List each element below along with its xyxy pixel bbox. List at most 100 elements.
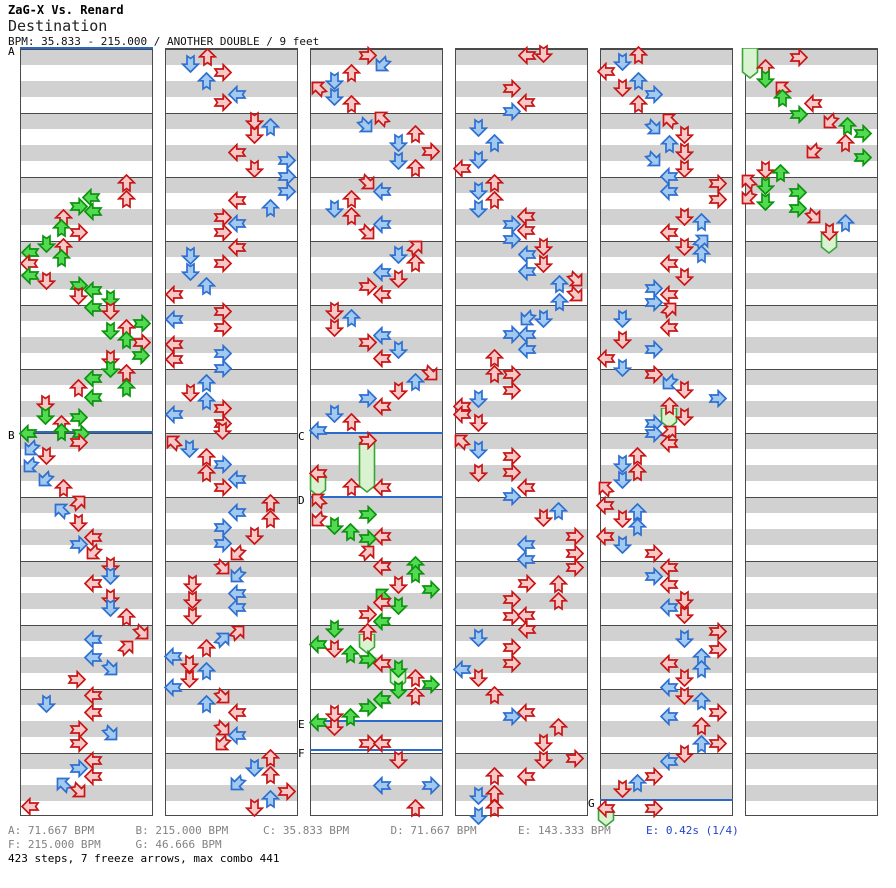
note-arrow-d (468, 198, 488, 218)
note-arrow-u (340, 522, 360, 542)
note-arrow-l (308, 463, 328, 483)
note-arrow-u (260, 493, 280, 513)
note-arrow-d (244, 124, 264, 144)
note-arrow-r (212, 301, 232, 321)
note-arrow-l (227, 502, 247, 522)
note-arrow-d (244, 757, 264, 777)
note-arrow-r (68, 758, 88, 778)
note-arrow-r (212, 62, 232, 82)
marker-line-F (310, 749, 443, 751)
note-arrow-r (420, 674, 440, 694)
note-arrow-r (707, 388, 727, 408)
note-arrow-ur (116, 640, 133, 657)
note-arrow-l (83, 629, 103, 649)
note-arrow-dr (803, 206, 820, 223)
note-arrow-d (244, 158, 264, 178)
note-arrow-r (643, 84, 663, 104)
note-arrow-l (516, 549, 536, 569)
marker-label-F: F (298, 747, 305, 760)
note-arrow-ur (691, 234, 708, 251)
note-arrow-u (405, 798, 425, 818)
note-arrow-r (501, 324, 521, 344)
note-arrow-l (227, 725, 247, 745)
note-arrow-u (341, 308, 361, 328)
note-arrow-d (612, 329, 632, 349)
note-arrow-d (244, 525, 264, 545)
note-arrow-u (260, 765, 280, 785)
note-arrow-r (516, 573, 536, 593)
note-arrow-r (357, 604, 377, 624)
note-arrow-dr (565, 269, 582, 286)
note-arrow-d (180, 245, 200, 265)
note-arrow-l (372, 181, 392, 201)
note-arrow-r (68, 534, 88, 554)
note-arrow-l (227, 213, 247, 233)
note-arrow-l (83, 527, 103, 547)
note-arrow-l (227, 190, 247, 210)
note-arrow-l (372, 689, 392, 709)
note-arrow-d (533, 253, 553, 273)
note-arrow-r (501, 589, 521, 609)
note-arrow-dl (520, 308, 537, 325)
marker-line-D (310, 496, 443, 498)
note-arrow-u (196, 276, 216, 296)
note-arrow-l (164, 349, 184, 369)
note-arrow-d (68, 512, 88, 532)
note-arrow-u (341, 412, 361, 432)
note-arrow-d (674, 743, 694, 763)
note-arrow-r (501, 380, 521, 400)
note-arrow-d (468, 412, 488, 432)
note-arrow-d (674, 158, 694, 178)
note-arrow-l (372, 396, 392, 416)
note-arrow-dr (565, 284, 582, 301)
note-arrow-l (659, 677, 679, 697)
note-arrow-u (691, 691, 711, 711)
note-arrow-l (372, 653, 392, 673)
note-arrow-r (852, 147, 872, 167)
note-arrow-d (388, 339, 408, 359)
note-arrow-l (452, 659, 472, 679)
note-arrow-d (674, 266, 694, 286)
note-arrow-u (659, 134, 679, 154)
note-arrow-d (533, 43, 553, 63)
note-arrow-u (627, 502, 647, 522)
note-arrow-ul (166, 435, 183, 452)
note-arrow-l (227, 702, 247, 722)
note-arrow-u (484, 348, 504, 368)
note-arrow-u (405, 124, 425, 144)
note-arrow-l (308, 420, 328, 440)
note-arrow-l (18, 423, 38, 443)
note-arrow-d (324, 716, 344, 736)
note-arrow-u (691, 734, 711, 754)
note-arrow-l (83, 201, 103, 221)
note-arrow-l (164, 309, 184, 329)
chart-column-2 (165, 48, 298, 816)
note-arrow-l (516, 766, 536, 786)
note-arrow-l (83, 280, 103, 300)
note-arrow-u (548, 574, 568, 594)
note-arrow-d (388, 380, 408, 400)
note-arrow-r (420, 775, 440, 795)
marker-line-E (310, 720, 443, 722)
note-arrow-l (659, 751, 679, 771)
bpm-info-line: BPM: 35.833 - 215.000 / ANOTHER DOUBLE /… (8, 35, 320, 48)
note-arrow-d (179, 653, 199, 673)
note-arrow-l (596, 61, 616, 81)
note-arrow-r (707, 621, 727, 641)
note-arrow-l (227, 84, 247, 104)
note-arrow-u (691, 716, 711, 736)
note-arrow-u (405, 686, 425, 706)
marker-label-C: C (298, 430, 305, 443)
note-arrow-dl (806, 141, 823, 158)
note-arrow-l (83, 387, 103, 407)
marker-label-E: E (298, 718, 305, 731)
note-arrow-ul (311, 81, 328, 98)
note-arrow-u (53, 478, 73, 498)
note-arrow-l (659, 181, 679, 201)
note-arrow-d (674, 379, 694, 399)
note-arrow-ul (56, 777, 73, 794)
note-arrow-d (674, 124, 694, 144)
note-arrow-d (68, 285, 88, 305)
note-arrow-u (691, 212, 711, 232)
note-arrow-u (196, 71, 216, 91)
